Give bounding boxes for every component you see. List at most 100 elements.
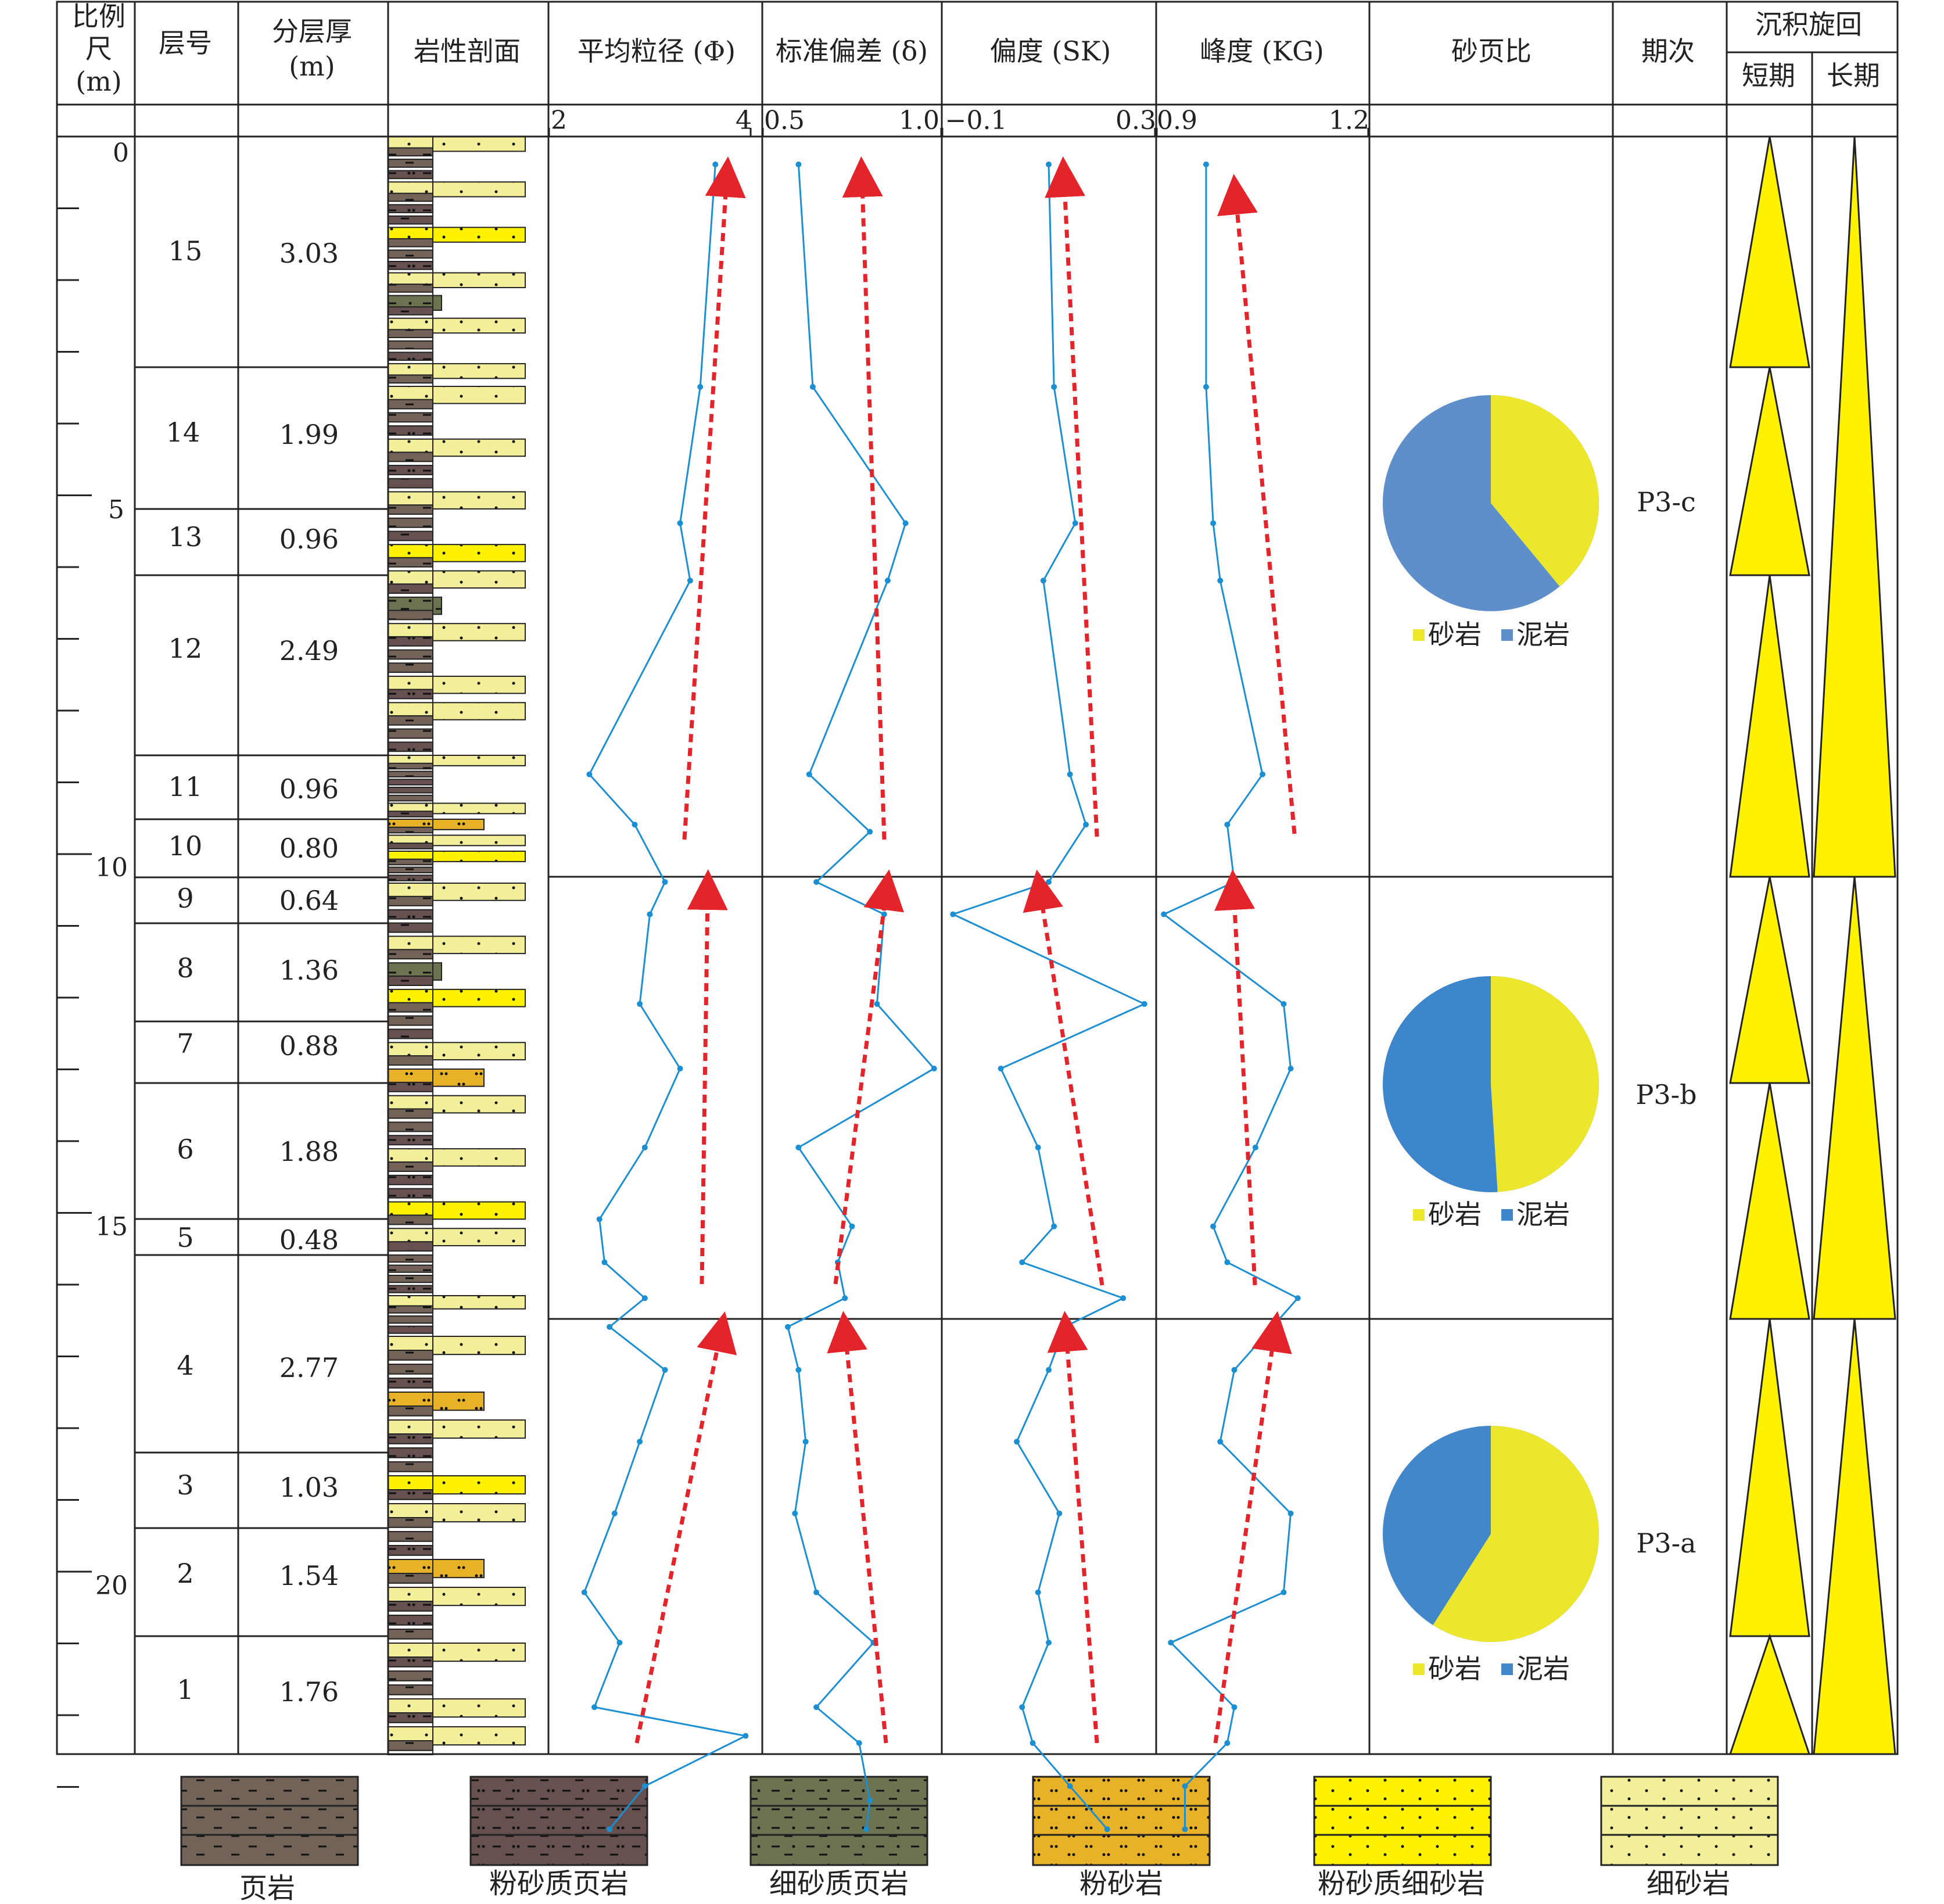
lithology-bed [388,762,433,770]
lithology-bed [388,770,433,778]
lithology-bed [388,728,433,739]
curve-point [931,1066,937,1072]
mean-grain-header: 平均粒径 (Φ) [578,35,736,67]
layer-thickness: 0.96 [279,773,339,805]
scale-header-line2: 尺 [85,33,112,64]
curve-point [867,1797,873,1803]
lithology-bed [388,249,433,259]
std-dev-min-tick: 0.5 [764,106,805,135]
layer-thickness: 3.03 [279,238,339,269]
skewness-max-tick: 0.3 [1116,106,1156,135]
short-term-cycle-triangle [1729,1082,1810,1320]
curve-point [641,1144,648,1150]
curve-point [1210,520,1217,526]
layer-no-header: 层号 [159,27,212,59]
lithology-bed [388,215,433,225]
long-term-cycle-triangle [1813,1318,1896,1755]
axis-tick-labels: 2 4 0.5 1.0 −0.1 0.3 0.9 1.2 [551,106,1369,135]
curve-point [1182,1826,1188,1833]
lithology-bed [388,1002,433,1013]
lithology-bed [388,1015,433,1026]
curve-point [950,911,956,917]
layer-thickness: 1.54 [279,1560,339,1591]
lithology-legend: 页岩 粉砂质页岩 细砂质页岩 粉砂岩 粉砂质细砂岩 细砂岩 [180,1776,1779,1904]
trend-arrow [1214,869,1257,1286]
pie-sand-slice [1491,395,1599,587]
legend-sand-label: 砂岩 [1428,1653,1482,1684]
curve-point [1019,1259,1025,1265]
lithology-bed [388,1305,433,1314]
curve-point [743,1733,749,1739]
lithology-bed [388,1433,433,1444]
lithology-bed [388,1174,433,1185]
curve-point [1061,1324,1068,1330]
lithology-bed [388,609,433,621]
legend-silty-shale-label: 粉砂质页岩 [489,1867,629,1900]
lithology-bed [388,478,433,489]
table-border [56,1,1899,1755]
lithology-bed [388,1656,433,1668]
lithology-bed [388,204,433,213]
mean-grain-curve [581,162,749,1833]
curve-point [1294,1295,1301,1301]
lithology-bed [388,504,433,515]
lithology-bed [388,811,433,817]
lithology-bed [388,1378,433,1389]
curve-point [795,1144,802,1150]
lithology-bed [388,1545,433,1556]
lithology-bed [388,779,433,786]
lithology-bed [388,1350,433,1361]
curve-point [637,1001,643,1007]
curve-point [784,1324,791,1330]
lithology-bed [388,159,433,168]
curve-point [1035,1144,1041,1150]
curve-point [813,1704,820,1711]
lithology-bed [388,238,433,248]
lithology-bed [388,1028,433,1039]
layer-thickness: 1.88 [279,1136,339,1167]
cycle-header: 沉积旋回 [1755,9,1862,40]
curve-point [856,1740,862,1746]
lithology-bed [388,170,433,180]
curve-point [1252,1144,1258,1150]
short-term-cycle-triangle [1729,876,1810,1084]
sedimentary-cycles [1728,136,1896,1755]
curve-line [1162,164,1300,1830]
curve-point [677,520,683,526]
lithology-bed [388,1108,433,1119]
layer-number: 7 [177,1028,193,1059]
legend-silty-shale-swatch [469,1776,648,1866]
short-term-cycle-triangle [1729,575,1810,878]
curve-point [607,1324,613,1330]
lithology-bed [388,623,526,641]
curve-point [601,1259,608,1265]
legend-sand-label: 砂岩 [1428,619,1482,650]
curve-point [1217,578,1224,584]
curve-point [813,879,820,885]
curve-point [874,1001,880,1007]
curve-point [632,822,638,828]
layer-thickness: 0.80 [279,833,339,864]
curve-point [1040,578,1046,584]
drawn-content [56,1,1899,1833]
curve-point [842,1295,848,1301]
curve-point [1224,1740,1231,1746]
long-term-header: 长期 [1827,60,1880,91]
curve-point [1231,879,1238,885]
curve-point [849,1223,855,1229]
kurtosis-header: 峰度 (KG) [1200,35,1324,67]
lithology-bed [388,858,433,866]
lithology-bed [388,1489,433,1500]
lithology-bed [388,1275,433,1283]
scale-header-line3: (m) [76,66,122,97]
sand-shale-pie [1383,976,1599,1192]
layer-number: 10 [168,830,203,862]
curve-point [662,879,668,885]
lithology-bed [388,826,433,834]
trend-arrow [1045,156,1099,837]
curve-point [1287,1510,1294,1516]
kurtosis-curve [1161,162,1301,1833]
curve-point [591,1704,598,1711]
curve-point [1046,1640,1052,1646]
legend-swatch-sand [1413,1663,1425,1675]
